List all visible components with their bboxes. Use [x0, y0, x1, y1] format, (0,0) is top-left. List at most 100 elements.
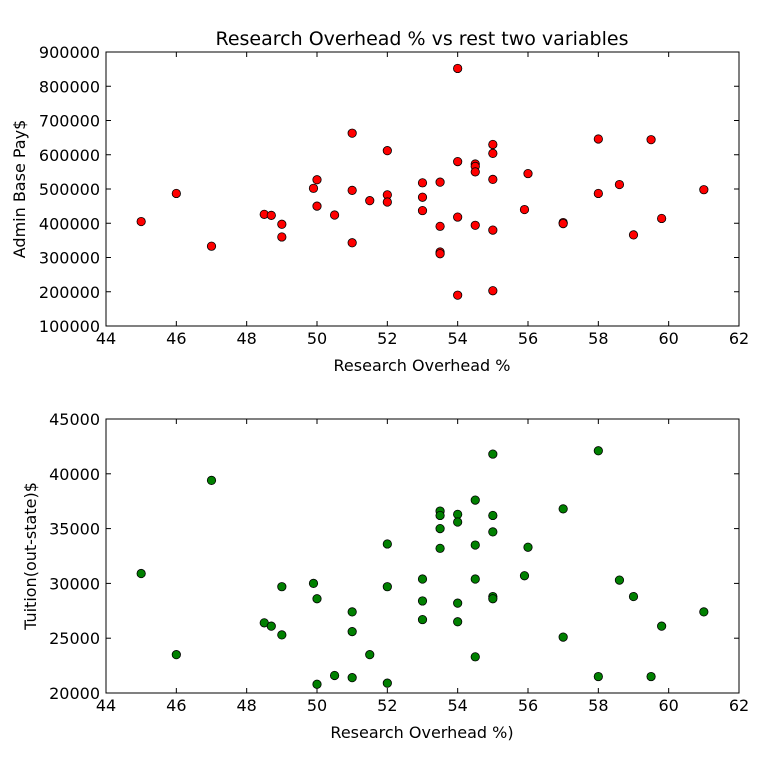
bottom-data-point — [558, 504, 568, 514]
top-data-point — [646, 135, 656, 145]
bottom-data-point — [435, 523, 445, 534]
bottom-chart: 44 46 48 50 52 54 56 58 60 62 20000 25000 30000 35000… — [21, 410, 749, 742]
top-data-point — [136, 216, 146, 227]
top-data-point — [266, 210, 276, 220]
top-data-point — [593, 188, 603, 199]
top-data-point — [312, 201, 322, 211]
top-data-point — [417, 178, 428, 188]
bottom-data-point — [417, 614, 428, 625]
top-y-tick-label: 900000 — [39, 43, 100, 62]
top-y-tick-label: 200000 — [39, 283, 100, 302]
top-y-tick-label: 100000 — [39, 317, 100, 336]
top-x-tick-label: 62 — [729, 329, 749, 348]
top-x-tick-label: 44 — [96, 329, 116, 348]
bottom-ticks: 44 46 48 50 52 54 56 58 60 62 20000 25000 30000 35000… — [49, 410, 749, 715]
bottom-data-point — [593, 671, 603, 682]
top-data-point — [277, 219, 287, 229]
bottom-plot-frame — [105, 418, 740, 694]
bottom-data-point — [488, 594, 498, 604]
top-x-axis-label: Research Overhead % — [334, 356, 511, 375]
top-y-tick-label: 300000 — [39, 249, 100, 268]
bottom-y-axis-label: Tuition(out-state)$ — [21, 482, 40, 631]
top-chart-title: Research Overhead % vs rest two variable… — [216, 28, 629, 50]
bottom-data-point — [523, 542, 533, 552]
bottom-y-tick-label: 25000 — [49, 629, 100, 648]
top-x-tick-label: 46 — [166, 329, 186, 348]
top-data-point — [614, 179, 625, 190]
bottom-points — [136, 446, 709, 689]
top-x-tick-label: 52 — [377, 329, 397, 348]
top-data-point — [347, 128, 357, 138]
top-data-point — [488, 225, 498, 235]
top-data-point — [470, 220, 480, 230]
bottom-data-point — [470, 540, 480, 550]
top-data-point — [382, 146, 392, 156]
top-points — [136, 63, 709, 300]
bottom-x-tick-label: 48 — [236, 696, 256, 715]
top-data-point — [435, 177, 445, 187]
bottom-x-tick-label: 52 — [377, 696, 397, 715]
top-data-point — [277, 232, 287, 242]
top-data-point — [308, 183, 319, 193]
bottom-y-tick-label: 30000 — [49, 574, 100, 593]
top-data-point — [347, 238, 357, 248]
top-data-point — [453, 63, 463, 74]
top-data-point — [453, 157, 463, 167]
top-y-tick-label: 500000 — [39, 180, 100, 199]
bottom-data-point — [470, 652, 480, 662]
top-data-point — [488, 139, 498, 150]
bottom-data-point — [699, 607, 709, 617]
bottom-data-point — [470, 495, 480, 505]
top-y-axis-label: Admin Base Pay$ — [10, 120, 29, 259]
bottom-data-point — [277, 582, 287, 592]
top-data-point — [312, 175, 322, 185]
bottom-data-point — [646, 671, 656, 682]
top-ticks: 44 46 48 50 52 54 56 58 60 62 100000 200000 300000 40… — [39, 43, 749, 348]
top-data-point — [519, 204, 530, 215]
top-x-tick-label: 54 — [447, 329, 467, 348]
top-y-tick-label: 400000 — [39, 214, 100, 233]
top-x-tick-label: 56 — [518, 329, 538, 348]
bottom-data-point — [382, 678, 392, 688]
bottom-data-point — [453, 517, 463, 527]
bottom-data-point — [453, 598, 463, 608]
top-data-point — [699, 185, 709, 195]
bottom-data-point — [593, 446, 603, 456]
bottom-data-point — [347, 673, 357, 683]
bottom-x-tick-label: 58 — [588, 696, 608, 715]
top-data-point — [329, 210, 340, 220]
bottom-data-point — [347, 607, 357, 617]
bottom-data-point — [519, 571, 530, 581]
top-x-tick-label: 50 — [307, 329, 327, 348]
bottom-data-point — [470, 574, 480, 584]
bottom-data-point — [266, 621, 276, 631]
top-x-tick-label: 48 — [236, 329, 256, 348]
top-data-point — [470, 167, 480, 177]
bottom-y-tick-label: 20000 — [49, 684, 100, 703]
bottom-y-tick-label: 45000 — [49, 410, 100, 429]
top-data-point — [417, 192, 428, 202]
top-data-point — [435, 221, 445, 231]
bottom-x-tick-label: 62 — [729, 696, 749, 715]
bottom-data-point — [312, 679, 322, 689]
top-y-tick-label: 600000 — [39, 146, 100, 165]
top-data-point — [171, 188, 181, 199]
top-data-point — [347, 185, 357, 195]
top-data-point — [488, 286, 498, 296]
bottom-data-point — [171, 650, 181, 660]
bottom-data-point — [365, 650, 375, 660]
bottom-data-point — [136, 568, 146, 579]
bottom-data-point — [206, 475, 217, 485]
top-data-point — [206, 241, 217, 251]
top-data-point — [417, 205, 428, 216]
bottom-data-point — [417, 574, 428, 584]
bottom-x-tick-label: 50 — [307, 696, 327, 715]
bottom-data-point — [277, 630, 287, 640]
top-data-point — [453, 212, 463, 222]
bottom-y-tick-label: 35000 — [49, 520, 100, 539]
bottom-data-point — [488, 527, 498, 537]
bottom-data-point — [329, 670, 340, 681]
top-data-point — [657, 213, 667, 224]
top-data-point — [453, 290, 463, 300]
